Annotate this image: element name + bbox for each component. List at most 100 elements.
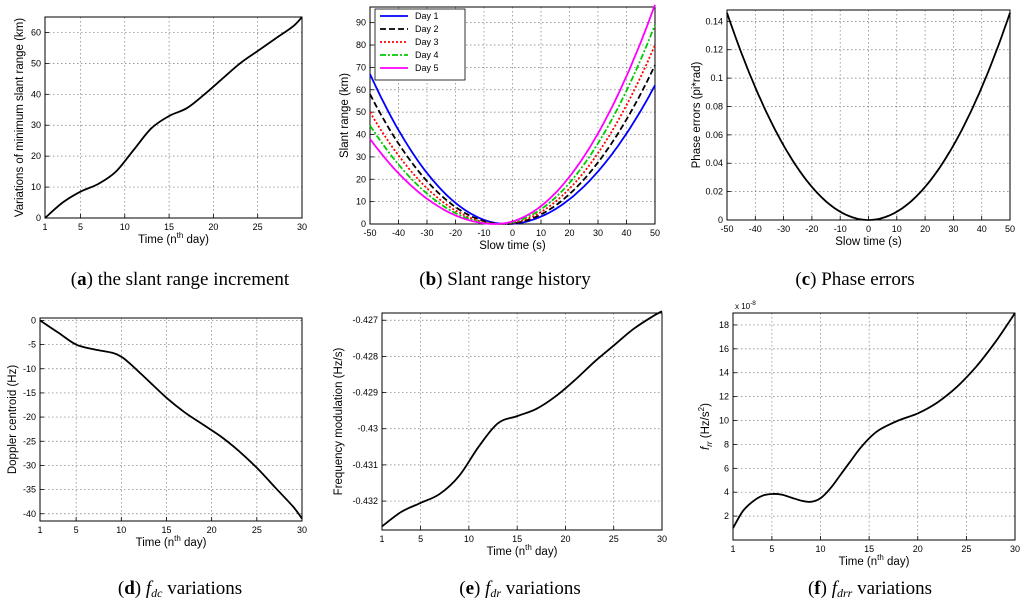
x-tick-label: 5	[74, 525, 79, 535]
caption-d-subscript: dc	[151, 586, 163, 600]
y-tick-label: -5	[28, 340, 36, 350]
plot-frame	[732, 312, 1016, 541]
x-tick-label: 10	[464, 534, 474, 544]
series-line-d	[39, 319, 303, 520]
x-tick-label: 20	[913, 544, 923, 554]
x-tick-label: 20	[208, 222, 218, 232]
x-tick-label: 0	[510, 228, 515, 238]
caption-e-symbol: f	[485, 578, 491, 599]
caption-e-text: variations	[505, 578, 581, 599]
x-tick-label: -10	[477, 228, 490, 238]
y-tick-label: 0.1	[710, 73, 723, 83]
y-tick-label: -0.43	[357, 424, 378, 434]
y-tick-label: 0.02	[705, 187, 723, 197]
chart-b: -50 -40 -30 -20 -10 0 10 20 30 40 50 0 10 20 30 40 50 60 7…	[339, 4, 660, 252]
y-tick-label: 2	[724, 511, 729, 521]
y-tick-label: 0	[36, 213, 41, 223]
y-tick-label: -0.429	[352, 388, 378, 398]
y-tick-label: -15	[23, 388, 36, 398]
caption-d-letter: d	[124, 578, 135, 599]
y-tick-label: -40	[23, 509, 36, 519]
caption-a-text: the slant range increment	[97, 269, 290, 290]
y-tick-label: 70	[356, 62, 366, 72]
legend-label: Day 2	[415, 24, 439, 34]
x-tick-label: 1	[37, 525, 42, 535]
chart-c: -50 -40 -30 -20 -10 0 10 20 30 40 50 0 0.02 0.04 0.06 0…	[691, 9, 1015, 248]
caption-b-letter: b	[425, 269, 437, 290]
x-tick-label: 30	[657, 534, 667, 544]
caption-f: (f) fdrr variations	[807, 578, 933, 600]
series-line-day-3	[369, 44, 656, 225]
x-tick-label: -30	[777, 224, 790, 234]
y-tick-label: 0.06	[705, 130, 723, 140]
x-tick-label: 50	[650, 228, 660, 238]
legend-label: Day 3	[415, 37, 439, 47]
x-tick-label: 1	[730, 544, 735, 554]
y-axis-label: Frequency modulation (Hz/s)	[333, 348, 345, 496]
y-tick-label: 50	[356, 107, 366, 117]
legend-label: Day 1	[415, 11, 439, 21]
x-tick-label: 20	[207, 525, 217, 535]
caption-c-letter: c	[801, 269, 811, 290]
x-tick-label: 5	[769, 544, 774, 554]
plot-frame	[39, 317, 303, 522]
y-tick-label: 14	[719, 368, 729, 378]
y-tick-label: 30	[356, 152, 366, 162]
y-tick-label: -0.431	[352, 460, 378, 470]
y-axis-label: Phase errors (pi*rad)	[691, 61, 703, 168]
caption-f-letter: f	[814, 578, 821, 599]
y-tick-label: -25	[23, 436, 36, 446]
series-line-day-5	[369, 4, 656, 225]
x-tick-label: 15	[161, 525, 171, 535]
y-tick-label: 6	[724, 463, 729, 473]
legend-label: Day 4	[415, 50, 439, 60]
y-tick-label: 50	[31, 58, 41, 68]
x-tick-label: -50	[363, 228, 376, 238]
y-axis-label: Doppler centroid (Hz)	[7, 365, 19, 474]
x-tick-label: 5	[418, 534, 423, 544]
x-tick-label: 30	[948, 224, 958, 234]
y-tick-label: 60	[356, 85, 366, 95]
y-tick-label: 20	[356, 174, 366, 184]
x-tick-label: 15	[164, 222, 174, 232]
x-axis-label: Time (nth day)	[839, 553, 910, 568]
x-tick-label: 40	[977, 224, 987, 234]
caption-a: (a) the slant range increment	[70, 269, 290, 290]
caption-e-letter: e	[465, 578, 475, 599]
x-axis-label: Slow time (s)	[835, 236, 902, 248]
y-tick-label: 18	[719, 320, 729, 330]
x-tick-label: 5	[78, 222, 83, 232]
y-tick-label: 60	[31, 27, 41, 37]
x-tick-label: 10	[536, 228, 546, 238]
x-tick-label: 10	[892, 224, 902, 234]
x-tick-label: 25	[253, 222, 263, 232]
y-tick-label: 0.12	[705, 45, 723, 55]
plot-frame	[381, 312, 663, 531]
x-tick-label: 20	[920, 224, 930, 234]
caption-e-subscript: dr	[490, 586, 502, 600]
x-tick-label: 25	[609, 534, 619, 544]
y-tick-label: 4	[724, 487, 729, 497]
x-tick-label: 15	[864, 544, 874, 554]
x-tick-label: 30	[297, 525, 307, 535]
caption-d: (d) fdc variations	[117, 578, 243, 600]
series-line-f	[732, 312, 1016, 529]
caption-f-text: variations	[857, 578, 933, 599]
caption-d-symbol: f	[145, 578, 152, 599]
caption-e: (e) fdr variations	[459, 578, 581, 600]
caption-c: (c) Phase errors	[795, 269, 915, 290]
x-tick-label: 1	[42, 222, 47, 232]
series-line-a	[44, 16, 303, 219]
x-tick-label: 25	[252, 525, 262, 535]
caption-f-symbol: f	[831, 578, 837, 599]
caption-c-text: Phase errors	[821, 269, 915, 290]
x-tick-label: 40	[621, 228, 631, 238]
caption-a-letter: a	[77, 269, 87, 290]
y-tick-label: 30	[31, 120, 41, 130]
y-tick-label: -30	[23, 460, 36, 470]
y-tick-label: 10	[719, 416, 729, 426]
y-axis-label: Variations of minimum slant range (km)	[14, 18, 26, 217]
chart-d: 1 5 10 15 20 25 300-5-10-15-20-25-30-35-40Time…	[7, 315, 307, 549]
